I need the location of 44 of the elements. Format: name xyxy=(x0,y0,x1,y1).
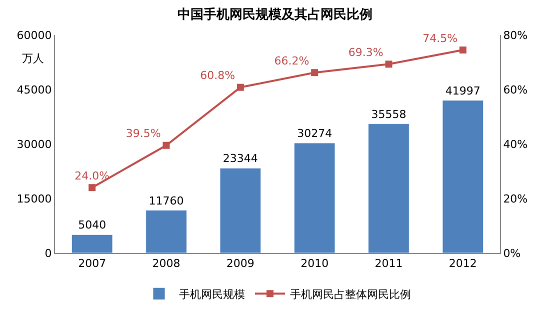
y2-tick-label: 60% xyxy=(503,83,528,96)
x-tick-label: 2009 xyxy=(226,257,254,270)
bar xyxy=(220,168,262,253)
y2-tick-label: 40% xyxy=(503,138,528,151)
data-label: 41997 xyxy=(445,84,480,98)
point xyxy=(88,184,96,192)
legend-label: 手机网民规模 xyxy=(179,288,245,301)
y2-tick-label: 0% xyxy=(503,246,521,260)
data-label: 30274 xyxy=(297,127,332,140)
point xyxy=(311,69,318,76)
point xyxy=(385,60,392,68)
y-tick-label: 60000 xyxy=(16,28,52,42)
data-label: 24.0% xyxy=(74,169,110,182)
bar xyxy=(71,234,113,253)
y-tick-label: 45000 xyxy=(16,83,52,96)
data-label: 35558 xyxy=(371,108,406,121)
data-label: 66.2% xyxy=(274,54,310,68)
bar xyxy=(294,142,336,253)
y-tick-label: 0 xyxy=(44,246,52,260)
bar xyxy=(442,100,484,253)
data-label: 60.8% xyxy=(200,69,236,82)
legend-label: 手机网民占整体网民比例 xyxy=(290,288,411,301)
data-label: 23344 xyxy=(222,152,258,166)
chart-title: 中国手机网民规模及其占网民比例 xyxy=(178,6,372,23)
y-tick-label: 15000 xyxy=(16,192,52,206)
bar xyxy=(146,210,187,253)
y2-tick-label: 80% xyxy=(503,28,528,42)
point xyxy=(459,46,466,54)
bar xyxy=(368,124,410,253)
point xyxy=(236,84,244,91)
data-label: 69.3% xyxy=(348,46,384,60)
x-tick-label: 2012 xyxy=(448,257,477,270)
y-tick-label: 30000 xyxy=(16,138,52,151)
y-axis-title: 万人 xyxy=(22,52,44,65)
point xyxy=(162,142,170,149)
y2-tick-label: 20% xyxy=(503,192,528,206)
data-label: 11760 xyxy=(148,194,184,208)
x-tick-label: 2008 xyxy=(152,257,180,270)
x-tick-label: 2007 xyxy=(78,257,106,270)
data-label: 39.5% xyxy=(126,127,161,140)
x-tick-label: 2011 xyxy=(374,257,403,270)
x-tick-label: 2010 xyxy=(300,257,329,270)
data-label: 5040 xyxy=(78,218,106,232)
data-label: 74.5% xyxy=(422,32,458,45)
